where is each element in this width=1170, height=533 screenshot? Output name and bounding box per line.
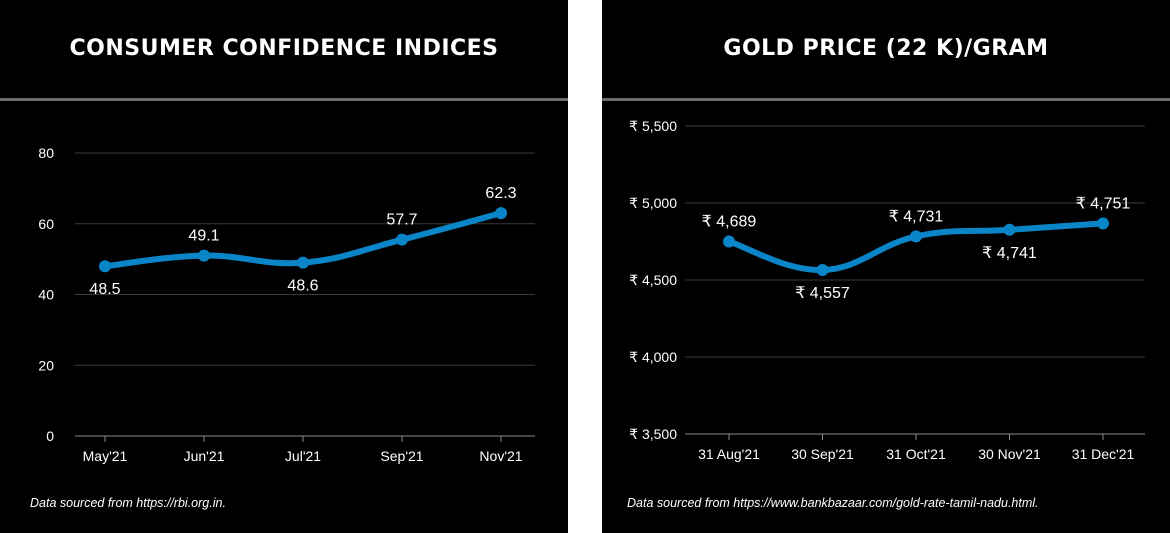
data-point bbox=[816, 263, 829, 276]
x-tick-label: 31 Oct'21 bbox=[886, 446, 946, 462]
data-point bbox=[99, 260, 111, 273]
x-tick-label: 31 Aug'21 bbox=[698, 446, 760, 462]
gold-price-chart: ₹ 3,500 ₹ 4,000 ₹ 4,500 ₹ 5,000 ₹ 5,500 31 Au… bbox=[629, 118, 1145, 462]
data-point bbox=[396, 233, 408, 246]
data-label: ₹ 4,557 bbox=[795, 285, 850, 302]
data-label: 48.5 bbox=[89, 281, 120, 298]
consumer-confidence-chart: 0 20 40 60 80 May'21 Jun'21 Jul'21 Sep'21 Nov'21 4… bbox=[38, 145, 535, 464]
y-tick-label: 40 bbox=[38, 287, 54, 303]
y-tick-label: 80 bbox=[38, 145, 54, 161]
source-note: Data sourced from https://www.bankbazaar… bbox=[627, 496, 1039, 510]
x-tick-label: Jun'21 bbox=[184, 448, 225, 464]
data-label: 48.6 bbox=[287, 278, 318, 295]
data-label: ₹ 4,689 bbox=[702, 214, 757, 231]
source-note: Data sourced from https://rbi.org.in. bbox=[30, 496, 226, 510]
data-point bbox=[495, 207, 507, 220]
data-label: 57.7 bbox=[386, 212, 417, 229]
data-point bbox=[910, 230, 922, 243]
data-point bbox=[1003, 223, 1016, 236]
x-tick-label: May'21 bbox=[83, 448, 128, 464]
data-point bbox=[198, 249, 210, 262]
title-divider bbox=[0, 98, 568, 101]
y-tick-label: 60 bbox=[38, 216, 54, 232]
data-label: ₹ 4,751 bbox=[1076, 195, 1131, 212]
chart-title: CONSUMER CONFIDENCE INDICES bbox=[69, 36, 499, 61]
y-tick-label: 0 bbox=[46, 428, 54, 444]
data-label: ₹ 4,741 bbox=[982, 245, 1037, 262]
data-point bbox=[1097, 217, 1109, 230]
series-line bbox=[726, 220, 1106, 273]
y-tick-label: ₹ 4,000 bbox=[629, 349, 677, 365]
data-label: 49.1 bbox=[188, 228, 219, 245]
data-label: 62.3 bbox=[485, 185, 516, 202]
y-tick-label: 20 bbox=[38, 357, 54, 373]
x-tick-label: 31 Dec'21 bbox=[1072, 446, 1135, 462]
data-label: ₹ 4,731 bbox=[889, 208, 944, 225]
x-tick-label: Sep'21 bbox=[380, 448, 423, 464]
y-tick-label: ₹ 5,500 bbox=[629, 118, 677, 134]
x-tick-label: 30 Nov'21 bbox=[978, 446, 1041, 462]
title-divider bbox=[602, 98, 1170, 101]
x-tick-label: 30 Sep'21 bbox=[791, 446, 854, 462]
y-tick-label: ₹ 5,000 bbox=[629, 195, 677, 211]
x-tick-label: Jul'21 bbox=[285, 448, 321, 464]
y-tick-label: ₹ 3,500 bbox=[629, 426, 677, 442]
chart-title: GOLD PRICE (22 K)/GRAM bbox=[723, 36, 1049, 61]
data-point bbox=[723, 235, 735, 248]
gold-price-panel: GOLD PRICE (22 K)/GRAM ₹ 3,500 ₹ 4,000 ₹ 4… bbox=[602, 0, 1170, 533]
y-tick-label: ₹ 4,500 bbox=[629, 272, 677, 288]
consumer-confidence-panel: CONSUMER CONFIDENCE INDICES 0 20 40 60 80 May… bbox=[0, 0, 568, 533]
data-point bbox=[297, 256, 309, 269]
x-tick-label: Nov'21 bbox=[479, 448, 522, 464]
